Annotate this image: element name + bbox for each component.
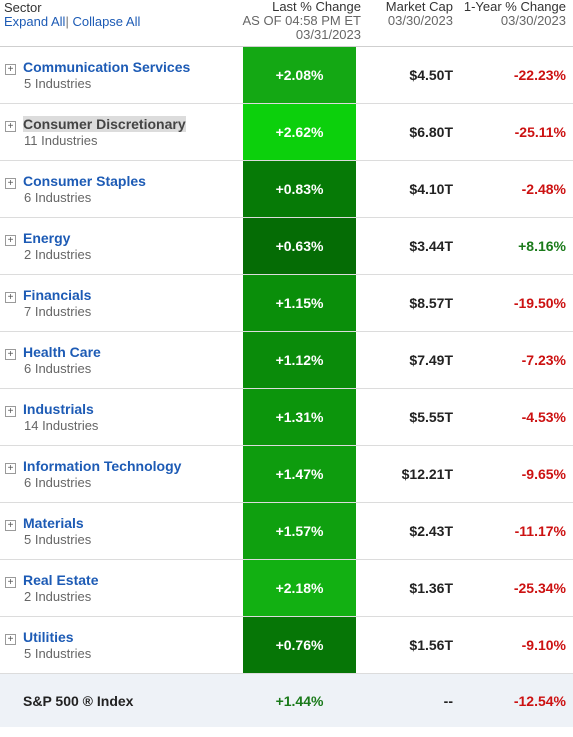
sector-row: + Utilities 5 Industries +0.76% $1.56T -9.10% bbox=[0, 617, 573, 674]
sector-row: + Energy 2 Industries +0.63% $3.44T +8.16% bbox=[0, 218, 573, 275]
last-change-cell: +2.62% bbox=[243, 104, 356, 160]
expand-plus-icon[interactable]: + bbox=[5, 463, 16, 474]
year-change-cell: +8.16% bbox=[518, 238, 566, 254]
last-change-cell: +2.08% bbox=[243, 47, 356, 103]
industry-count: 14 Industries bbox=[24, 418, 99, 433]
sector-name-link[interactable]: Communication Services bbox=[23, 59, 191, 75]
year-change-cell: -4.53% bbox=[521, 409, 566, 425]
year-change-cell: -22.23% bbox=[513, 67, 566, 83]
sector-name-link[interactable]: Consumer Discretionary bbox=[23, 116, 186, 132]
last-change-cell: +1.31% bbox=[243, 389, 356, 445]
industry-count: 6 Industries bbox=[24, 361, 92, 376]
last-change-column-header[interactable]: Last % Change AS OF 04:58 PM ET 03/31/20… bbox=[221, 0, 362, 42]
last-change-cell: +1.47% bbox=[243, 446, 356, 502]
sector-name-link[interactable]: Industrials bbox=[23, 401, 94, 417]
industry-count: 2 Industries bbox=[24, 589, 92, 604]
year-change-cell: -7.23% bbox=[521, 352, 566, 368]
industry-count: 2 Industries bbox=[24, 247, 92, 262]
market-cap-cell: $1.56T bbox=[409, 637, 453, 653]
sector-name-link[interactable]: Financials bbox=[23, 287, 92, 303]
market-cap-cell: $1.36T bbox=[409, 580, 453, 596]
sector-name-link[interactable]: Energy bbox=[23, 230, 71, 246]
market-cap-date: 03/30/2023 bbox=[387, 13, 453, 28]
market-cap-title: Market Cap bbox=[385, 0, 453, 14]
sector-row: + Consumer Staples 6 Industries +0.83% $4.10… bbox=[0, 161, 573, 218]
sector-name-link[interactable]: Health Care bbox=[23, 344, 101, 360]
sector-row: + Industrials 14 Industries +1.31% $5.55T -4.… bbox=[0, 389, 573, 446]
industry-count: 5 Industries bbox=[24, 646, 92, 661]
expand-plus-icon[interactable]: + bbox=[5, 121, 16, 132]
sector-column-header: Sector bbox=[4, 0, 42, 15]
market-cap-cell: $8.57T bbox=[409, 295, 453, 311]
market-cap-cell: $12.21T bbox=[401, 466, 453, 482]
year-change-cell: -19.50% bbox=[513, 295, 566, 311]
last-change-time: AS OF 04:58 PM ET bbox=[242, 13, 362, 28]
expand-plus-icon[interactable]: + bbox=[5, 64, 16, 75]
sector-name-link[interactable]: Real Estate bbox=[23, 572, 99, 588]
year-change-cell: -2.48% bbox=[521, 181, 566, 197]
year-change-cell: -11.17% bbox=[514, 523, 566, 539]
last-change-cell: +1.15% bbox=[243, 275, 356, 331]
collapse-all-link[interactable]: Collapse All bbox=[72, 14, 141, 29]
sector-row: + Financials 7 Industries +1.15% $8.57T -19.5… bbox=[0, 275, 573, 332]
sector-row: + Information Technology 6 Industries +1.47… bbox=[0, 446, 573, 503]
sector-name-link[interactable]: Utilities bbox=[23, 629, 74, 645]
year-change-cell: -9.65% bbox=[521, 466, 566, 482]
year-change-date: 03/30/2023 bbox=[500, 13, 566, 28]
index-year-change: -12.54% bbox=[513, 692, 566, 709]
market-cap-cell: $3.44T bbox=[409, 238, 453, 254]
market-cap-cell: $2.43T bbox=[409, 523, 453, 539]
market-cap-cell: $4.10T bbox=[409, 181, 453, 197]
sector-name-link[interactable]: Materials bbox=[23, 515, 84, 531]
year-change-cell: -25.34% bbox=[513, 580, 566, 596]
expand-plus-icon[interactable]: + bbox=[5, 178, 16, 189]
last-change-cell: +0.83% bbox=[243, 161, 356, 217]
industry-count: 11 Industries bbox=[24, 133, 98, 148]
last-change-cell: +1.12% bbox=[243, 332, 356, 388]
market-cap-cell: $6.80T bbox=[409, 124, 453, 140]
expand-plus-icon[interactable]: + bbox=[5, 406, 16, 417]
year-change-column-header[interactable]: 1-Year % Change 03/30/2023 bbox=[456, 0, 566, 28]
sector-row: + Materials 5 Industries +1.57% $2.43T -11.17… bbox=[0, 503, 573, 560]
industry-count: 5 Industries bbox=[24, 532, 92, 547]
sector-name-link[interactable]: Information Technology bbox=[23, 458, 182, 474]
expand-all-link[interactable]: Expand All bbox=[4, 14, 66, 29]
index-last-change: +1.44% bbox=[275, 692, 324, 709]
sector-row: + Real Estate 2 Industries +2.18% $1.36T -25.… bbox=[0, 560, 573, 617]
year-change-cell: -9.10% bbox=[521, 637, 566, 653]
last-change-cell: +1.57% bbox=[243, 503, 356, 559]
industry-count: 5 Industries bbox=[24, 76, 92, 91]
index-summary-row: S&P 500 ® Index +1.44% -- -12.54% bbox=[0, 674, 573, 727]
market-cap-column-header[interactable]: Market Cap 03/30/2023 bbox=[363, 0, 453, 28]
last-change-date: 03/31/2023 bbox=[295, 27, 361, 42]
expand-collapse-links: Expand All| Collapse All bbox=[4, 14, 140, 29]
industry-count: 6 Industries bbox=[24, 475, 92, 490]
expand-plus-icon[interactable]: + bbox=[5, 577, 16, 588]
industry-count: 6 Industries bbox=[24, 190, 92, 205]
expand-plus-icon[interactable]: + bbox=[5, 292, 16, 303]
expand-plus-icon[interactable]: + bbox=[5, 520, 16, 531]
year-change-title: 1-Year % Change bbox=[463, 0, 566, 14]
sector-row: + Health Care 6 Industries +1.12% $7.49T -7.2… bbox=[0, 332, 573, 389]
last-change-cell: +2.18% bbox=[243, 560, 356, 616]
expand-plus-icon[interactable]: + bbox=[5, 235, 16, 246]
last-change-cell: +0.63% bbox=[243, 218, 356, 274]
index-market-cap: -- bbox=[443, 692, 453, 709]
last-change-title: Last % Change bbox=[272, 0, 361, 14]
link-separator: | bbox=[65, 14, 69, 29]
table-header: Sector Expand All| Collapse All Last % C… bbox=[0, 0, 573, 47]
industry-count: 7 Industries bbox=[24, 304, 92, 319]
market-cap-cell: $4.50T bbox=[409, 67, 453, 83]
last-change-cell: +0.76% bbox=[243, 617, 356, 673]
sector-table-body: + Communication Services 5 Industries +2.08… bbox=[0, 47, 573, 674]
sector-row: + Consumer Discretionary 11 Industries +2.6… bbox=[0, 104, 573, 161]
sector-name-link[interactable]: Consumer Staples bbox=[23, 173, 146, 189]
expand-plus-icon[interactable]: + bbox=[5, 634, 16, 645]
sector-row: + Communication Services 5 Industries +2.08… bbox=[0, 47, 573, 104]
year-change-cell: -25.11% bbox=[514, 124, 566, 140]
index-name: S&P 500 ® Index bbox=[23, 692, 134, 709]
market-cap-cell: $7.49T bbox=[409, 352, 453, 368]
expand-plus-icon[interactable]: + bbox=[5, 349, 16, 360]
market-cap-cell: $5.55T bbox=[409, 409, 453, 425]
